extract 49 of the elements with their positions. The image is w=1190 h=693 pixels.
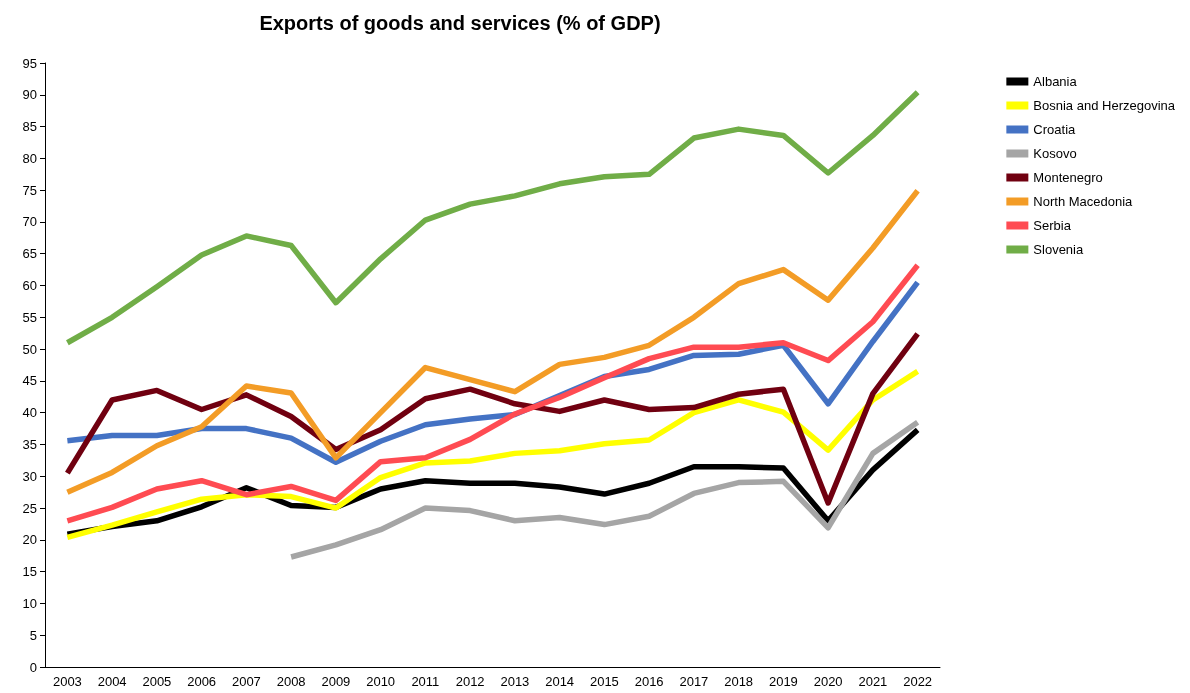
y-tick-label: 80 [22, 150, 37, 166]
x-tick-label: 2011 [411, 674, 440, 689]
chart-title: Exports of goods and services (% of GDP) [259, 12, 661, 34]
y-tick-label: 65 [22, 246, 37, 262]
y-tick-label: 35 [22, 436, 37, 452]
legend-label: Albania [1033, 74, 1078, 89]
legend-label: Bosnia and Herzegovina [1033, 98, 1176, 113]
y-tick-label: 55 [22, 309, 37, 325]
y-tick-label: 70 [22, 214, 37, 230]
x-tick-label: 2006 [187, 674, 217, 689]
x-tick-label: 2012 [455, 674, 485, 689]
x-tick-label: 2010 [366, 674, 396, 689]
y-tick-label: 15 [22, 564, 37, 580]
y-tick-label: 90 [22, 87, 37, 103]
legend-label: Slovenia [1033, 242, 1084, 257]
legend-label: Montenegro [1033, 170, 1103, 185]
legend-label: Croatia [1033, 122, 1077, 137]
x-tick-label: 2014 [545, 674, 575, 689]
x-tick-label: 2005 [142, 674, 172, 689]
x-tick-label: 2018 [724, 674, 754, 689]
y-tick-label: 60 [22, 278, 37, 294]
y-tick-label: 30 [22, 468, 37, 484]
x-tick-label: 2003 [52, 674, 82, 689]
x-tick-label: 2021 [858, 674, 888, 689]
y-tick-label: 10 [22, 595, 37, 611]
x-tick-label: 2019 [768, 674, 798, 689]
x-tick-label: 2020 [813, 674, 843, 689]
legend-label: Serbia [1033, 218, 1072, 233]
x-tick-label: 2004 [97, 674, 127, 689]
y-tick-label: 0 [29, 659, 37, 675]
legend-label: North Macedonia [1033, 194, 1134, 209]
x-tick-label: 2013 [500, 674, 530, 689]
y-tick-label: 20 [22, 532, 37, 548]
y-tick-label: 50 [22, 341, 37, 357]
y-tick-label: 45 [22, 373, 37, 389]
x-tick-label: 2022 [903, 674, 933, 689]
x-tick-label: 2017 [679, 674, 709, 689]
x-tick-label: 2009 [321, 674, 351, 689]
legend-label: Kosovo [1033, 146, 1077, 161]
x-tick-label: 2016 [634, 674, 664, 689]
x-tick-label: 2015 [589, 674, 619, 689]
y-tick-label: 95 [22, 55, 37, 71]
y-tick-label: 5 [29, 627, 37, 643]
y-tick-label: 85 [22, 119, 37, 135]
x-tick-label: 2007 [231, 674, 261, 689]
x-tick-label: 2008 [276, 674, 306, 689]
y-tick-label: 40 [22, 405, 37, 421]
y-tick-label: 75 [22, 182, 37, 198]
y-tick-label: 25 [22, 500, 37, 516]
